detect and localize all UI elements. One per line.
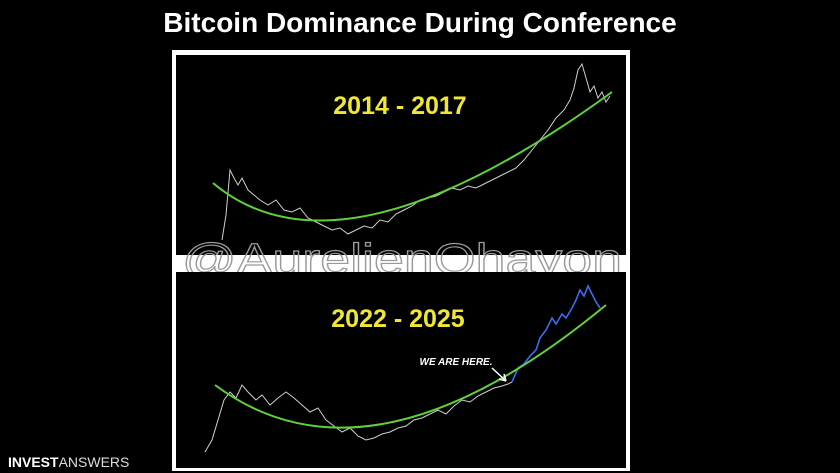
logo-light: ANSWERS [59, 454, 130, 470]
bottom-chart: 2022 - 2025 WE ARE HERE. [176, 272, 626, 468]
trend-curve [212, 91, 613, 222]
top-chart: 2014 - 2017 [176, 55, 626, 255]
slide-title: Bitcoin Dominance During Conference [163, 7, 676, 38]
annotation: WE ARE HERE. [420, 357, 493, 368]
annotation-arrow [491, 367, 507, 382]
logo-bold: INVEST [8, 454, 59, 470]
period-label: 2014 - 2017 [333, 92, 466, 120]
price-line [204, 381, 513, 453]
logo: INVESTANSWERS [8, 454, 129, 470]
period-label: 2022 - 2025 [331, 305, 465, 333]
chart-background [176, 55, 626, 255]
chart-background [176, 272, 626, 468]
divider [176, 255, 626, 268]
projection-line [511, 284, 601, 383]
trend-curve [214, 304, 607, 429]
